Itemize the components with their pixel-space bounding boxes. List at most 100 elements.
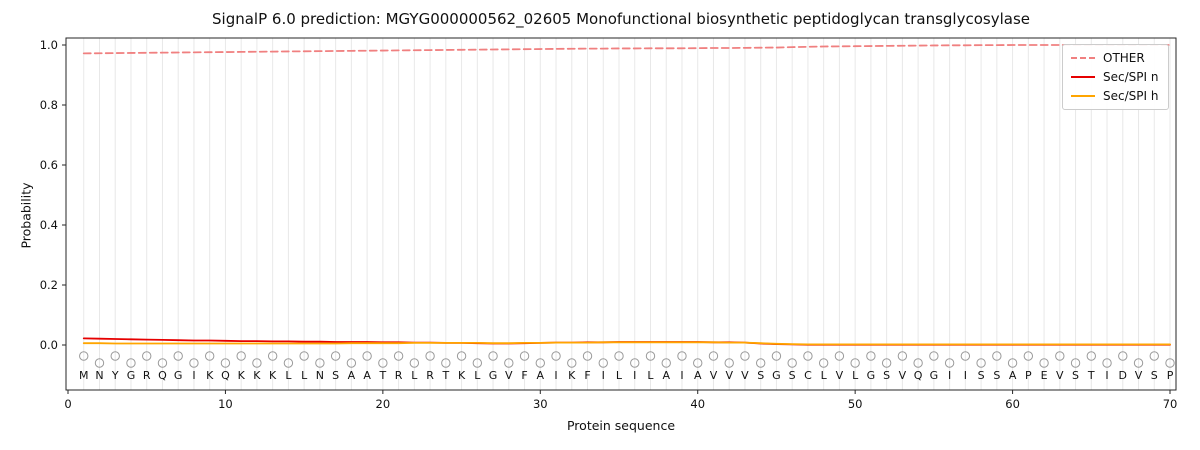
legend-label-other: OTHER — [1103, 51, 1145, 65]
residue-letter: G — [772, 369, 781, 382]
residue-letter: K — [238, 369, 246, 382]
residue-marker — [488, 351, 498, 361]
x-axis-label: Protein sequence — [566, 418, 676, 433]
residue-letter: I — [948, 369, 951, 382]
residue-letter: L — [301, 369, 308, 382]
residue-letter: E — [1041, 369, 1048, 382]
residue-marker — [771, 351, 782, 361]
residue-letter: R — [143, 369, 151, 382]
residue-letter: S — [993, 369, 1000, 382]
sec-spi-n-line-sample — [1071, 76, 1095, 78]
residue-marker — [189, 358, 199, 368]
residue-marker — [252, 358, 262, 368]
residue-letter: G — [127, 369, 136, 382]
residue-marker — [677, 351, 687, 361]
residue-marker — [740, 351, 750, 361]
residue-letter: T — [1087, 369, 1095, 382]
residue-marker — [630, 358, 640, 368]
residue-marker — [897, 351, 908, 361]
residue-marker — [834, 351, 845, 361]
residue-letter: L — [411, 369, 418, 382]
series-line-sec-spi-h — [82, 341, 1171, 346]
residue-marker — [425, 351, 435, 361]
residue-marker — [1102, 358, 1112, 368]
residue-letter: S — [757, 369, 764, 382]
residue-marker — [992, 351, 1002, 361]
residue-letter: Q — [158, 369, 167, 382]
residue-letter: V — [1056, 369, 1064, 382]
residue-marker — [142, 351, 152, 361]
residue-letter: S — [332, 369, 339, 382]
legend-item-other: OTHER — [1071, 51, 1158, 65]
residue-letter: P — [1025, 369, 1032, 382]
residue-letter: K — [458, 369, 466, 382]
residue-letter: L — [821, 369, 828, 382]
x-tick-label: 60 — [1005, 397, 1020, 411]
residue-marker — [661, 358, 671, 368]
residue-marker — [456, 351, 467, 361]
legend-item-sec-spi-n: Sec/SPI n — [1071, 70, 1158, 84]
legend-item-sec-spi-h: Sec/SPI h — [1071, 89, 1158, 103]
residue-letter: L — [616, 369, 623, 382]
residue-marker — [378, 358, 388, 368]
residue-letter: V — [899, 369, 907, 382]
plot-border — [65, 37, 1177, 391]
x-tick-label: 40 — [690, 397, 705, 411]
y-tick-label: 0.8 — [40, 98, 58, 112]
residue-marker — [755, 358, 766, 368]
x-tick-label: 30 — [533, 397, 548, 411]
residue-marker — [519, 351, 530, 361]
residue-letter: K — [568, 369, 576, 382]
other-line-sample — [1071, 57, 1095, 59]
residue-letter: I — [1105, 369, 1108, 382]
residue-marker — [818, 358, 829, 368]
residue-marker — [866, 351, 876, 361]
residue-marker — [976, 358, 986, 368]
residue-letter: G — [867, 369, 876, 382]
legend-label-sec-spi-h: Sec/SPI h — [1103, 89, 1159, 103]
residue-letter: V — [741, 369, 749, 382]
residue-letter: A — [1009, 369, 1017, 382]
residue-marker — [204, 351, 215, 361]
residue-letter: K — [206, 369, 214, 382]
residue-marker — [126, 358, 136, 368]
residue-marker — [283, 358, 294, 368]
y-axis-label: Probability — [18, 182, 34, 249]
residue-marker — [803, 351, 813, 361]
residue-letter: G — [930, 369, 939, 382]
residue-marker — [330, 351, 341, 361]
residue-letter: Q — [221, 369, 230, 382]
residue-letter: L — [647, 369, 654, 382]
residue-marker — [157, 358, 168, 368]
residue-marker — [441, 358, 451, 368]
legend-label-sec-spi-n: Sec/SPI n — [1103, 70, 1159, 84]
residue-letter: I — [680, 369, 683, 382]
residue-letter: C — [804, 369, 812, 382]
residue-marker — [1070, 358, 1081, 368]
residue-marker — [850, 358, 860, 368]
residue-letter: D — [1119, 369, 1127, 382]
residue-letter: R — [426, 369, 434, 382]
residue-letter: I — [964, 369, 967, 382]
residue-letter: Q — [914, 369, 923, 382]
residue-marker — [362, 351, 372, 361]
residue-marker — [346, 358, 357, 368]
residue-marker — [267, 351, 278, 361]
x-tick-label: 70 — [1163, 397, 1178, 411]
residue-letter: A — [694, 369, 702, 382]
residue-letter: G — [174, 369, 183, 382]
residue-letter: F — [521, 369, 527, 382]
legend: OTHER Sec/SPI n Sec/SPI h — [1062, 44, 1170, 110]
residue-marker — [708, 351, 719, 361]
residue-marker — [409, 358, 420, 368]
residue-letter: S — [1072, 369, 1079, 382]
residue-marker — [535, 358, 545, 368]
residue-marker — [393, 351, 404, 361]
residue-letter: T — [441, 369, 449, 382]
residue-letter: I — [602, 369, 605, 382]
x-tick-label: 0 — [64, 397, 71, 411]
x-tick-label: 50 — [848, 397, 863, 411]
residue-marker — [1086, 351, 1096, 361]
residue-marker — [582, 351, 593, 361]
residue-letter: R — [395, 369, 403, 382]
